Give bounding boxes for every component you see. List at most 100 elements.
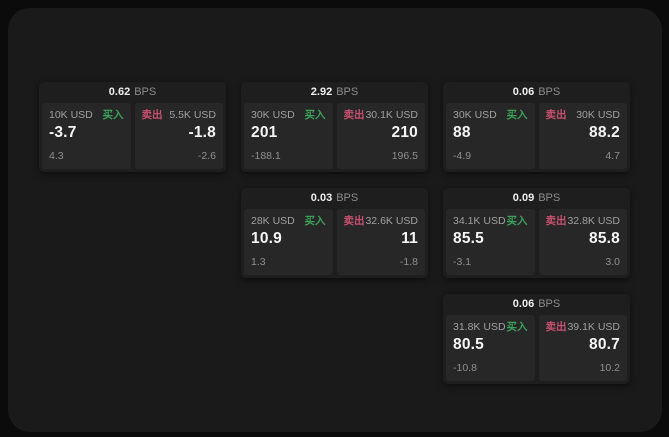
buy-notional: 30K USD [453, 109, 497, 121]
sell-tile-top: 卖出 30K USD [546, 109, 621, 122]
sell-tile[interactable]: 卖出 30.1K USD 210 196.5 [336, 103, 425, 169]
bps-value: 0.03 [310, 192, 333, 204]
buy-price: -3.7 [49, 124, 77, 141]
bps-unit: BPS [336, 86, 359, 98]
card-header: 0.62 BPS [39, 82, 226, 103]
sell-price: 80.7 [589, 336, 620, 353]
sell-price: -1.8 [188, 124, 216, 141]
sell-tile-top: 卖出 39.1K USD [546, 321, 621, 334]
sell-tile-top: 卖出 32.6K USD [344, 215, 419, 228]
sell-delta: 3.0 [605, 256, 620, 268]
buy-tile-top: 28K USD 买入 [251, 215, 326, 228]
bps-value: 2.92 [310, 86, 333, 98]
buy-delta: -4.9 [453, 150, 472, 162]
sell-delta: 4.7 [605, 150, 620, 162]
spread-card: 0.09 BPS 34.1K USD 买入 85.5 -3.1 卖出 32.8K… [443, 188, 630, 278]
sell-side-label: 卖出 [545, 109, 567, 121]
card-body: 28K USD 买入 10.9 1.3 卖出 32.6K USD 11 -1.8 [244, 209, 425, 275]
buy-side-label: 买入 [304, 215, 326, 227]
spread-card: 0.06 BPS 31.8K USD 买入 80.5 -10.8 卖出 39.1… [443, 294, 630, 384]
sell-notional: 32.6K USD [365, 215, 418, 227]
buy-tile-top: 10K USD 买入 [49, 109, 124, 122]
card-body: 30K USD 买入 88 -4.9 卖出 30K USD 88.2 4.7 [446, 103, 627, 169]
buy-tile-top: 31.8K USD 买入 [453, 321, 528, 334]
bps-value: 0.62 [108, 86, 131, 98]
buy-tile[interactable]: 31.8K USD 买入 80.5 -10.8 [446, 315, 535, 381]
buy-tile[interactable]: 30K USD 买入 201 -188.1 [244, 103, 333, 169]
buy-notional: 31.8K USD [453, 321, 506, 333]
bps-unit: BPS [538, 192, 561, 204]
sell-price: 210 [391, 124, 418, 141]
sell-price: 85.8 [589, 230, 620, 247]
sell-tile-top: 卖出 5.5K USD [142, 109, 217, 122]
sell-tile-top: 卖出 30.1K USD [344, 109, 419, 122]
sell-tile[interactable]: 卖出 5.5K USD -1.8 -2.6 [134, 103, 223, 169]
card-header: 0.09 BPS [443, 188, 630, 209]
buy-notional: 30K USD [251, 109, 295, 121]
buy-tile[interactable]: 34.1K USD 买入 85.5 -3.1 [446, 209, 535, 275]
sell-delta: 196.5 [391, 150, 418, 162]
buy-tile-top: 30K USD 买入 [453, 109, 528, 122]
buy-tile[interactable]: 30K USD 买入 88 -4.9 [446, 103, 535, 169]
bps-unit: BPS [336, 192, 359, 204]
sell-notional: 32.8K USD [567, 215, 620, 227]
spread-card: 0.03 BPS 28K USD 买入 10.9 1.3 卖出 32.6K US… [241, 188, 428, 278]
card-body: 34.1K USD 买入 85.5 -3.1 卖出 32.8K USD 85.8… [446, 209, 627, 275]
buy-notional: 28K USD [251, 215, 295, 227]
sell-notional: 39.1K USD [567, 321, 620, 333]
sell-side-label: 卖出 [545, 215, 567, 227]
buy-delta: 1.3 [251, 256, 266, 268]
bps-unit: BPS [134, 86, 157, 98]
sell-delta: 10.2 [599, 362, 620, 374]
sell-tile[interactable]: 卖出 32.6K USD 11 -1.8 [336, 209, 425, 275]
buy-price: 85.5 [453, 230, 484, 247]
buy-delta: -188.1 [251, 150, 281, 162]
sell-notional: 30K USD [576, 109, 620, 121]
card-body: 31.8K USD 买入 80.5 -10.8 卖出 39.1K USD 80.… [446, 315, 627, 381]
sell-delta: -2.6 [197, 150, 216, 162]
sell-tile[interactable]: 卖出 30K USD 88.2 4.7 [538, 103, 627, 169]
bps-value: 0.06 [512, 86, 535, 98]
card-header: 2.92 BPS [241, 82, 428, 103]
buy-price: 88 [453, 124, 471, 141]
buy-side-label: 买入 [506, 215, 528, 227]
sell-delta: -1.8 [399, 256, 418, 268]
card-body: 30K USD 买入 201 -188.1 卖出 30.1K USD 210 1… [244, 103, 425, 169]
buy-side-label: 买入 [506, 109, 528, 121]
bps-value: 0.06 [512, 298, 535, 310]
buy-tile-top: 34.1K USD 买入 [453, 215, 528, 228]
buy-delta: 4.3 [49, 150, 64, 162]
sell-side-label: 卖出 [343, 215, 365, 227]
sell-side-label: 卖出 [343, 109, 365, 121]
card-header: 0.06 BPS [443, 294, 630, 315]
buy-tile[interactable]: 28K USD 买入 10.9 1.3 [244, 209, 333, 275]
buy-delta: -10.8 [453, 362, 477, 374]
sell-tile[interactable]: 卖出 39.1K USD 80.7 10.2 [538, 315, 627, 381]
spread-card: 0.62 BPS 10K USD 买入 -3.7 4.3 卖出 5.5K USD… [39, 82, 226, 172]
buy-price: 10.9 [251, 230, 282, 247]
spread-card: 2.92 BPS 30K USD 买入 201 -188.1 卖出 30.1K … [241, 82, 428, 172]
card-body: 10K USD 买入 -3.7 4.3 卖出 5.5K USD -1.8 -2.… [42, 103, 223, 169]
buy-tile[interactable]: 10K USD 买入 -3.7 4.3 [42, 103, 131, 169]
bps-unit: BPS [538, 298, 561, 310]
buy-notional: 34.1K USD [453, 215, 506, 227]
card-header: 0.06 BPS [443, 82, 630, 103]
buy-side-label: 买入 [102, 109, 124, 121]
sell-side-label: 卖出 [141, 109, 163, 121]
sell-notional: 30.1K USD [365, 109, 418, 121]
sell-side-label: 卖出 [545, 321, 567, 333]
buy-side-label: 买入 [304, 109, 326, 121]
bps-unit: BPS [538, 86, 561, 98]
buy-delta: -3.1 [453, 256, 472, 268]
buy-side-label: 买入 [506, 321, 528, 333]
card-header: 0.03 BPS [241, 188, 428, 209]
sell-notional: 5.5K USD [169, 109, 216, 121]
buy-tile-top: 30K USD 买入 [251, 109, 326, 122]
sell-price: 11 [401, 230, 418, 247]
sell-tile-top: 卖出 32.8K USD [546, 215, 621, 228]
sell-price: 88.2 [589, 124, 620, 141]
bps-value: 0.09 [512, 192, 535, 204]
sell-tile[interactable]: 卖出 32.8K USD 85.8 3.0 [538, 209, 627, 275]
